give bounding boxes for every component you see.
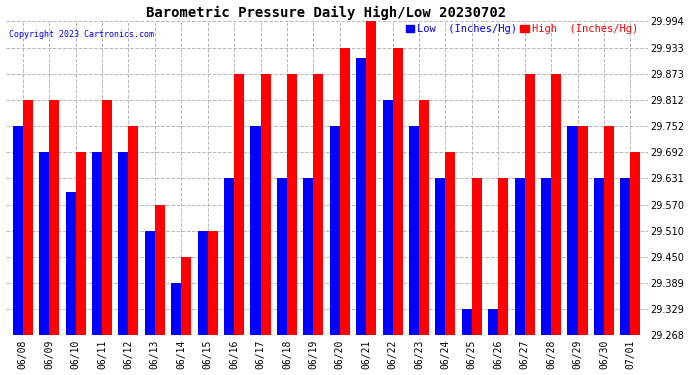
Bar [498, 178, 509, 335]
Bar [39, 152, 49, 335]
Bar [261, 74, 270, 335]
Bar [567, 126, 578, 335]
Bar [277, 178, 287, 335]
Bar [472, 178, 482, 335]
Bar [102, 100, 112, 335]
Legend: Low  (Inches/Hg), High  (Inches/Hg): Low (Inches/Hg), High (Inches/Hg) [402, 20, 642, 38]
Bar [620, 178, 631, 335]
Bar [197, 231, 208, 335]
Bar [356, 58, 366, 335]
Bar [155, 205, 165, 335]
Bar [382, 100, 393, 335]
Bar [145, 231, 155, 335]
Bar [435, 178, 446, 335]
Bar [181, 256, 191, 335]
Bar [393, 48, 403, 335]
Bar [76, 152, 86, 335]
Bar [489, 309, 498, 335]
Bar [446, 152, 455, 335]
Bar [366, 21, 376, 335]
Bar [224, 178, 234, 335]
Bar [92, 152, 102, 335]
Bar [551, 74, 561, 335]
Bar [409, 126, 419, 335]
Bar [313, 74, 324, 335]
Bar [462, 309, 472, 335]
Bar [208, 231, 218, 335]
Bar [287, 74, 297, 335]
Bar [49, 100, 59, 335]
Bar [419, 100, 429, 335]
Bar [250, 126, 261, 335]
Bar [304, 178, 313, 335]
Bar [171, 283, 181, 335]
Text: Copyright 2023 Cartronics.com: Copyright 2023 Cartronics.com [9, 30, 154, 39]
Bar [524, 74, 535, 335]
Bar [631, 152, 640, 335]
Bar [12, 126, 23, 335]
Bar [339, 48, 350, 335]
Bar [604, 126, 614, 335]
Bar [119, 152, 128, 335]
Bar [515, 178, 524, 335]
Bar [234, 74, 244, 335]
Bar [541, 178, 551, 335]
Bar [66, 192, 76, 335]
Bar [23, 100, 32, 335]
Bar [594, 178, 604, 335]
Bar [330, 126, 339, 335]
Bar [128, 126, 139, 335]
Bar [578, 126, 588, 335]
Title: Barometric Pressure Daily High/Low 20230702: Barometric Pressure Daily High/Low 20230… [146, 6, 506, 20]
